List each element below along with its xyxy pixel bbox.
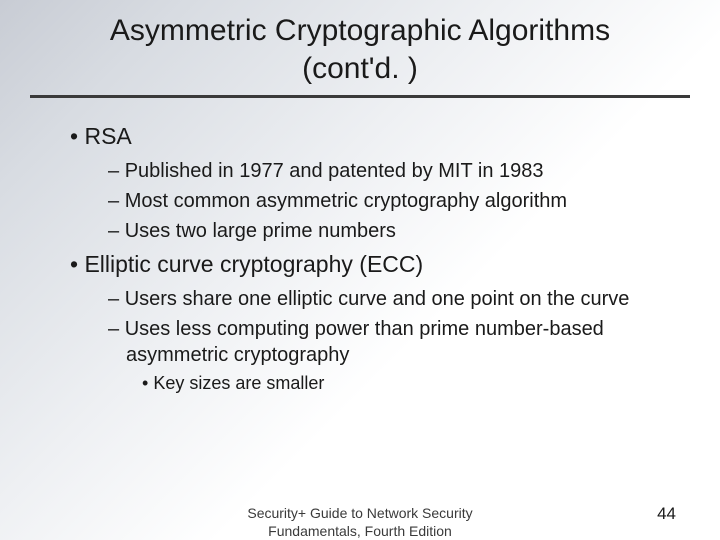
title-container: Asymmetric Cryptographic Algorithms (con… [30, 0, 690, 98]
bullet-lvl2: Most common asymmetric cryptography algo… [108, 188, 670, 214]
slide: Asymmetric Cryptographic Algorithms (con… [0, 0, 720, 540]
slide-footer: Security+ Guide to Network Security Fund… [0, 505, 720, 540]
bullet-lvl2: Uses two large prime numbers [108, 218, 670, 244]
bullet-lvl3: Key sizes are smaller [142, 372, 670, 395]
bullet-lvl2: Published in 1977 and patented by MIT in… [108, 158, 670, 184]
page-number: 44 [657, 504, 676, 524]
slide-body: RSA Published in 1977 and patented by MI… [0, 98, 720, 395]
slide-title: Asymmetric Cryptographic Algorithms (con… [70, 12, 650, 87]
bullet-lvl1: RSA [70, 122, 670, 152]
footer-text: Security+ Guide to Network Security Fund… [210, 505, 510, 540]
bullet-lvl2: Users share one elliptic curve and one p… [108, 286, 670, 312]
bullet-lvl1: Elliptic curve cryptography (ECC) [70, 250, 670, 280]
bullet-lvl2: Uses less computing power than prime num… [108, 316, 670, 368]
